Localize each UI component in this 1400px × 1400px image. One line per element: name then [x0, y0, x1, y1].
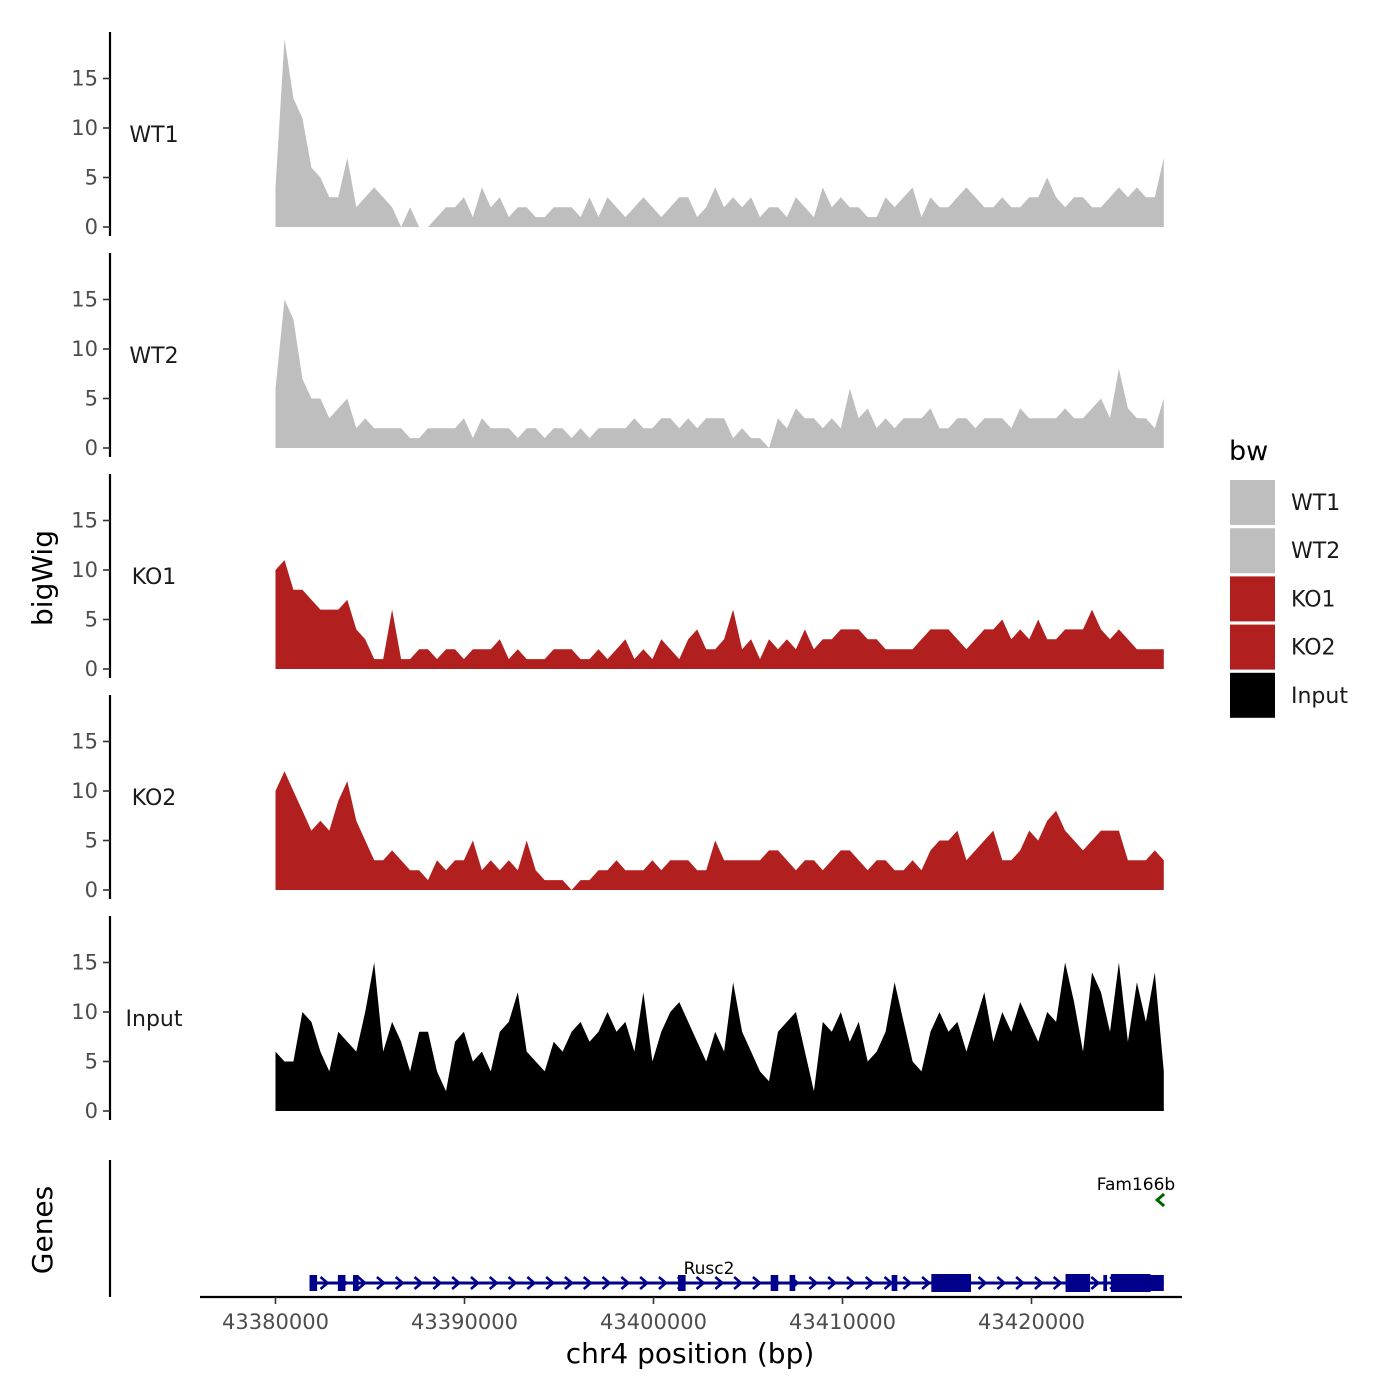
- y-tick-label: 15: [71, 67, 98, 91]
- x-axis: 43380000 43390000 43400000 43410000 43420000: [200, 1297, 1182, 1334]
- legend-title: bw: [1229, 436, 1268, 467]
- legend-item-ko2: KO2: [1230, 625, 1336, 670]
- x-tick-label: 43420000: [978, 1310, 1085, 1334]
- legend-label: KO1: [1291, 587, 1336, 612]
- y-tick-label: 5: [85, 166, 98, 190]
- gene-exon: [892, 1275, 898, 1291]
- y-tick-label: 15: [71, 509, 98, 533]
- y-tick-label: 5: [85, 387, 98, 411]
- gene-exon: [1111, 1274, 1151, 1292]
- legend-label: Input: [1291, 684, 1348, 709]
- legend-item-wt2: WT2: [1230, 528, 1340, 573]
- track-wt2: 0 5 10 15 WT2: [71, 253, 1164, 460]
- legend-item-ko1: KO1: [1230, 576, 1336, 621]
- track-label: KO1: [132, 565, 177, 590]
- legend-swatch: [1230, 480, 1275, 525]
- gene-exon: [338, 1275, 346, 1291]
- legend-swatch: [1230, 576, 1275, 621]
- legend-label: WT2: [1291, 539, 1340, 564]
- y-tick-label: 0: [85, 657, 98, 681]
- gene-exon: [353, 1275, 359, 1291]
- y-tick-label: 0: [85, 1099, 98, 1123]
- track-ko2: 0 5 10 15 KO2: [71, 695, 1164, 902]
- gene-exon: [771, 1275, 779, 1291]
- genome-track-chart: 0 5 10 15 WT1 0 5 10 15 WT2 0 5 10 15 KO1 0 5 10 15 KO2 0 5 10…: [0, 0, 1400, 1400]
- y-tick-label: 10: [71, 779, 98, 803]
- track-input: 0 5 10 15 Input: [71, 916, 1164, 1123]
- area-input: [276, 963, 1164, 1112]
- gene-exon: [931, 1274, 971, 1292]
- gene-rusc2: Rusc2: [310, 1259, 1164, 1292]
- y-axis-title: bigWig: [26, 530, 59, 626]
- area-ko1: [276, 560, 1164, 669]
- y-tick-label: 5: [85, 608, 98, 632]
- x-tick-label: 43380000: [222, 1310, 329, 1334]
- y-tick-label: 15: [71, 730, 98, 754]
- area-ko2: [276, 771, 1164, 890]
- gene-exon: [1103, 1275, 1107, 1291]
- y-tick-label: 10: [71, 337, 98, 361]
- gene-exon: [790, 1275, 796, 1291]
- legend-label: KO2: [1291, 636, 1336, 661]
- x-tick-label: 43400000: [600, 1310, 707, 1334]
- gene-exon: [310, 1275, 318, 1291]
- legend: bw WT1 WT2 KO1 KO2 Input: [1229, 436, 1348, 718]
- legend-swatch: [1230, 625, 1275, 670]
- x-tick-label: 43410000: [789, 1310, 896, 1334]
- gene-label-rusc2: Rusc2: [684, 1259, 735, 1279]
- genes-panel: Rusc2 Fam166b: [110, 1160, 1175, 1297]
- area-wt1: [276, 39, 1164, 227]
- y-tick-label: 0: [85, 436, 98, 460]
- legend-item-input: Input: [1230, 673, 1348, 718]
- legend-swatch: [1230, 528, 1275, 573]
- gene-fam166b: Fam166b: [1097, 1175, 1175, 1206]
- tracks-layer: 0 5 10 15 WT1 0 5 10 15 WT2 0 5 10 15 KO1 0 5 10 15 KO2 0 5 10…: [71, 32, 1164, 1123]
- y-tick-label: 10: [71, 1000, 98, 1024]
- y-tick-label: 10: [71, 558, 98, 582]
- y-tick-label: 0: [85, 878, 98, 902]
- track-label: KO2: [132, 786, 177, 811]
- gene-label-fam166b: Fam166b: [1097, 1175, 1175, 1195]
- x-tick-label: 43390000: [411, 1310, 518, 1334]
- y-tick-label: 5: [85, 829, 98, 853]
- track-label: WT2: [129, 344, 178, 369]
- area-wt2: [276, 300, 1164, 449]
- y-tick-label: 15: [71, 951, 98, 975]
- legend-swatch: [1230, 673, 1275, 718]
- track-label: Input: [126, 1007, 183, 1032]
- x-axis-title: chr4 position (bp): [566, 1337, 815, 1370]
- legend-label: WT1: [1291, 491, 1340, 516]
- track-wt1: 0 5 10 15 WT1: [71, 32, 1164, 239]
- y-tick-label: 5: [85, 1050, 98, 1074]
- genes-panel-title: Genes: [26, 1186, 59, 1274]
- strand-arrow: [1157, 1194, 1164, 1206]
- track-label: WT1: [129, 123, 178, 148]
- y-tick-label: 10: [71, 116, 98, 140]
- legend-item-wt1: WT1: [1230, 480, 1340, 525]
- track-ko1: 0 5 10 15 KO1: [71, 474, 1164, 681]
- y-tick-label: 0: [85, 215, 98, 239]
- gene-exon: [1151, 1275, 1164, 1291]
- gene-exon: [1066, 1274, 1091, 1292]
- y-tick-label: 15: [71, 288, 98, 312]
